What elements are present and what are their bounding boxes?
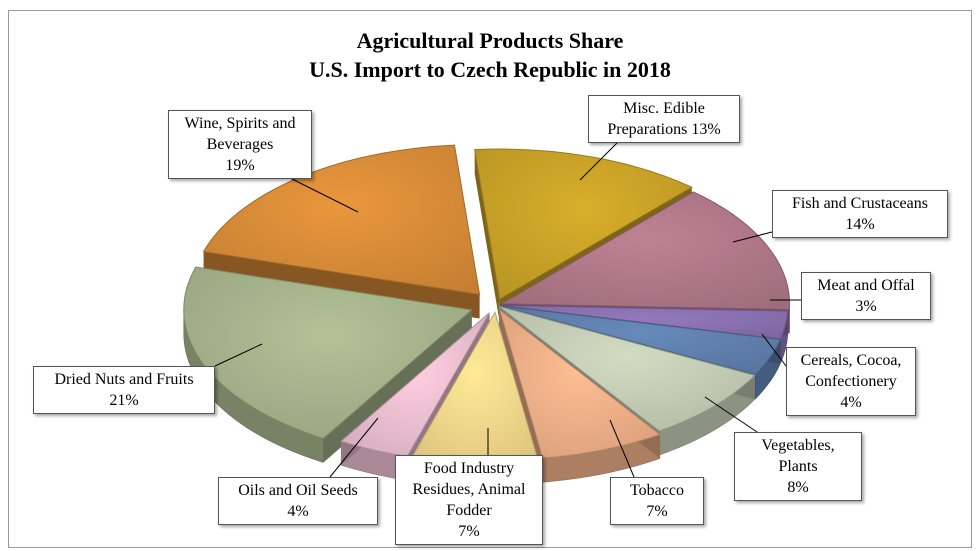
data-label-line: Dried Nuts and Fruits [54,371,194,388]
leader-line-1 [579,139,621,181]
data-label-line: Tobacco [630,482,684,499]
data-label-misc-edible-preparations: Misc. Edible Preparations 13% [588,95,740,143]
leader-line-6 [609,419,635,478]
data-label-wine-spirits-and-beverages: Wine, Spirits and Beverages 19% [168,110,312,179]
data-label-cereals-cocoa-confectionery: Cereals, Cocoa, Confectionery 4% [786,347,916,416]
data-label-line: Food Industry [423,460,515,477]
data-label-line: 3% [855,298,877,315]
data-label-meat-and-offal: Meat and Offal 3% [801,272,931,320]
pie-slice-edge-1 [474,149,500,324]
data-label-line: 8% [787,479,809,496]
pie-slice-dried-nuts-and-fruits [183,266,473,440]
data-label-line: Cereals, Cocoa, [800,352,902,369]
pie-slice-vegetables-plants [498,305,756,432]
data-label-line: 4% [840,394,862,411]
data-label-line: 7% [646,503,668,520]
data-label-line: Confectionery [805,373,897,390]
leader-line-10 [289,177,359,213]
chart-title-line2: U.S. Import to Czech Republic in 2018 [309,57,671,82]
leader-line-9 [214,343,263,367]
chart-title-line1: Agricultural Products Share [356,28,624,53]
data-label-line: 21% [109,392,139,409]
data-label-line: Misc. Edible [623,100,705,117]
data-label-line: 7% [458,523,480,540]
data-label-vegetables-plants: Vegetables, Plants 8% [734,432,862,501]
data-label-oils-and-oil-seeds: Oils and Oil Seeds 4% [218,477,378,525]
pie-slice-fish-and-crustaceans [499,191,791,311]
data-label-line: Fodder [446,502,492,519]
leader-line-2 [732,231,773,243]
leader-line-8 [329,417,379,478]
pie-slices [183,144,791,463]
pie-slice-cereals-cocoa-confectionery [499,305,782,376]
data-label-line: Beverages [206,136,274,153]
pie-slice-misc-edible-preparations [474,148,693,300]
data-label-line: 4% [287,503,309,520]
pie-slice-tobacco [498,308,661,459]
data-label-line: Fish and Crustaceans [792,195,928,212]
data-label-line: Residues, Animal [412,481,526,498]
data-label-line: Oils and Oil Seeds [238,482,358,499]
data-label-line: 14% [845,216,875,233]
data-label-tobacco: Tobacco 7% [610,477,704,525]
data-label-line: Preparations 13% [607,121,721,138]
data-label-line: Vegetables, Plants [761,437,835,475]
data-label-line: Wine, Spirits and [184,115,296,132]
data-label-food-industry-residues-animal-fodder: Food Industry Residues, Animal Fodder 7% [395,455,543,545]
chart-title: Agricultural Products Share U.S. Import … [0,26,980,84]
data-label-line: Meat and Offal [817,277,915,294]
leader-lines [214,139,801,478]
leader-line-5 [704,396,761,435]
data-label-dried-nuts-and-fruits: Dried Nuts and Fruits 21% [33,366,215,414]
data-label-fish-and-crustaceans: Fish and Crustaceans 14% [772,190,948,238]
data-label-line: 19% [225,157,255,174]
leader-line-4 [761,333,787,367]
